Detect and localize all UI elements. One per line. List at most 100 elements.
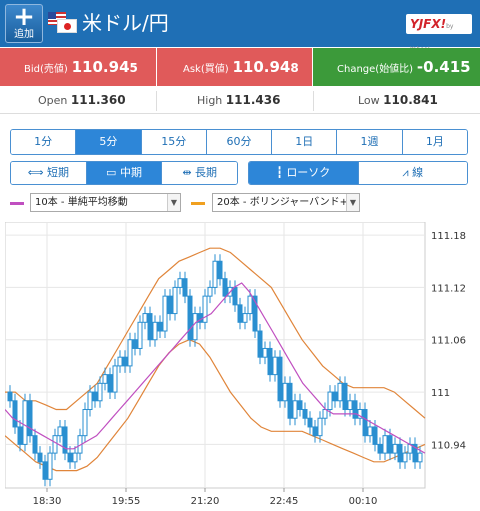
long-range-icon: ⇹ [182,166,192,179]
candle-body [17,426,23,445]
bollinger-bands [5,247,426,472]
candle-body [282,382,288,402]
candle-body [367,426,373,437]
candle-body [317,417,323,437]
candle-body [232,286,238,306]
candle-body [52,435,58,454]
candle-body [87,391,93,411]
range-short-button[interactable]: ⟺ 短期 [11,162,87,184]
indicator2-value: 20本 - ボリンジャーバンド+1 [217,197,355,208]
timeframe-1min[interactable]: 1分 [11,130,77,154]
candle-body [192,313,198,341]
short-range-icon: ⟺ [27,166,44,179]
candle-body [327,391,333,411]
line-chart-button[interactable]: ⩘ 線 [358,162,467,184]
add-pair-button[interactable]: + 追加 [5,4,43,43]
y-tick-label: 110.94 [431,440,466,451]
indicator2-select[interactable]: 20本 - ボリンジャーバンド+1 ▼ [212,193,360,212]
y-tick-label: 111.06 [431,336,466,347]
candle-body [357,409,363,419]
quote-panel: Bid(売値) 110.945 Ask(買値) 110.948 Change(始… [0,48,480,86]
candle-body [27,400,33,437]
indicator-row: 10本 - 単純平均移動 ▼ 20本 - ボリンジャーバンド+1 ▼ [0,193,480,213]
candle-body [167,295,173,315]
candle-body [207,286,213,297]
candle-body [47,452,53,480]
chevron-down-icon: ▼ [346,194,359,211]
candle-body [202,295,208,323]
candle-body [152,321,158,341]
divider [156,91,157,111]
timeframe-1month[interactable]: 1月 [402,130,467,154]
candle-body [67,452,73,463]
candle-body [312,426,318,437]
ask-quote[interactable]: Ask(買値) 110.948 [157,48,312,86]
range-mid-button[interactable]: ▭ 中期 [86,162,163,184]
sma-line [5,282,426,454]
timeframe-1day[interactable]: 1日 [272,130,338,154]
y-tick-label: 111.18 [431,231,466,242]
high-value: 111.436 [225,93,281,107]
candle-body [97,382,103,402]
jp-flag-icon [57,19,77,33]
stats-row: Open 111.360 High 111.436 Low 110.841 [0,87,480,114]
app-header: + 追加 米ドル/円 YJFX!by Yahoo! [0,0,480,53]
low-value: 110.841 [383,93,438,107]
timeframe-60min[interactable]: 60分 [206,130,273,154]
candle-body [162,295,168,332]
candle-body [7,391,13,402]
range-long-button[interactable]: ⇹ 長期 [162,162,237,184]
candle-body [57,426,63,437]
candle-body [362,409,368,437]
candle-body [397,443,403,463]
bollinger-lower-line [5,339,426,472]
range-mid-label: 中期 [119,166,142,179]
bollinger-upper-line [5,247,426,419]
x-tick-label: 22:45 [270,496,299,507]
candle-body [242,313,248,323]
candle-body [92,391,98,402]
candle-body [22,400,28,445]
indicator1-select[interactable]: 10本 - 単純平均移動 ▼ [30,193,181,212]
sma-legend-swatch [10,202,24,205]
range-long-label: 長期 [195,166,218,179]
candle-body [62,426,68,454]
timeframe-5min[interactable]: 5分 [76,130,142,154]
candle-body [37,452,43,463]
bid-label: Bid(売値) [24,64,68,75]
x-tick-label: 18:30 [33,496,62,507]
candle-body [262,347,268,358]
open-value: 111.360 [70,93,126,107]
line-chart-icon: ⩘ [402,166,409,179]
candle-body [322,409,328,419]
candle-body [297,400,303,411]
change-value: -0.415 [416,58,471,76]
candle-body [267,347,273,376]
candle-body [142,313,148,323]
candle-body [157,321,163,332]
y-axis-labels: 111.18 111.12 111.06 111 110.94 [431,231,466,451]
candle-body [417,452,423,463]
candle-body [182,278,188,297]
candlestick-button[interactable]: ┇ ローソク [249,162,359,184]
candle-body [102,374,108,384]
candle-body [32,435,38,454]
candle-body [107,374,113,393]
candle-body [377,443,383,454]
candle-body [212,260,218,288]
plus-icon: + [13,2,35,32]
bid-quote[interactable]: Bid(売値) 110.945 [0,48,156,86]
candle-body [237,304,243,323]
candle-body [402,452,408,463]
x-tick-label: 00:10 [349,496,378,507]
candlestick-icon: ┇ [276,166,283,179]
timeframe-15min[interactable]: 15分 [141,130,207,154]
timeframe-1week[interactable]: 1週 [337,130,403,154]
candle-body [287,382,293,419]
candle-body [247,295,253,315]
candle-body [12,400,18,428]
bid-small: 5 [129,61,138,75]
candle-body [302,409,308,419]
x-tick-label: 21:20 [191,496,220,507]
price-chart[interactable]: 111.18 111.12 111.06 111 110.94 18:30 19:55 21… [5,222,475,509]
